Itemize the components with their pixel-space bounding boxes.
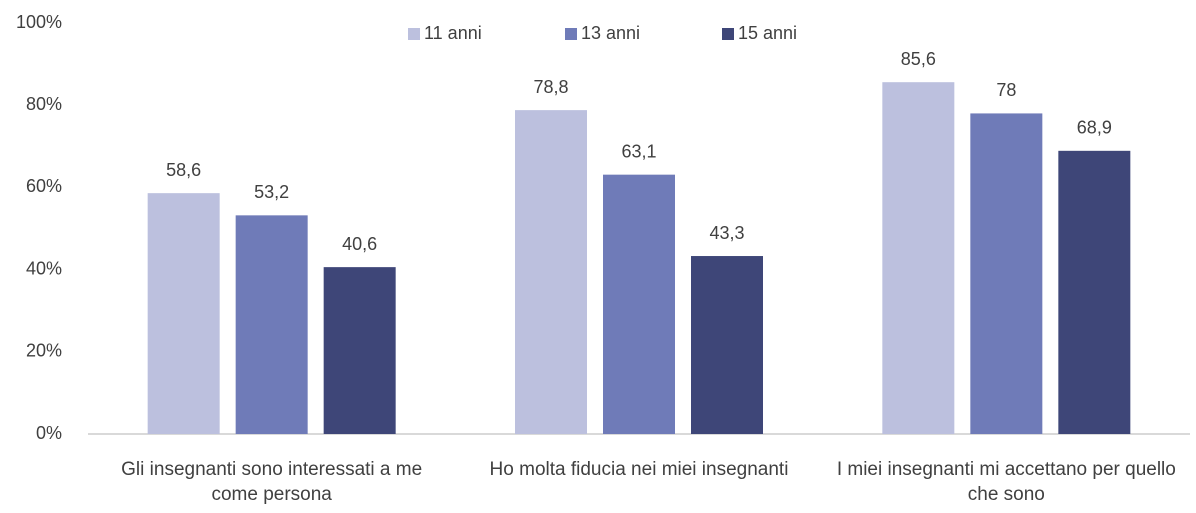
y-tick-label: 60% — [26, 176, 62, 196]
y-tick-label: 40% — [26, 258, 62, 278]
data-label: 53,2 — [254, 182, 289, 202]
legend-swatch — [565, 28, 577, 40]
data-label: 63,1 — [621, 141, 656, 161]
data-label: 43,3 — [709, 223, 744, 243]
bar — [515, 110, 587, 434]
y-tick-label: 0% — [36, 423, 62, 443]
x-tick-label: Ho molta fiducia nei miei insegnanti — [489, 459, 789, 480]
bar — [691, 256, 763, 434]
bar — [147, 193, 220, 434]
data-label: 40,6 — [342, 234, 377, 254]
legend-label: 11 anni — [424, 23, 482, 43]
data-label: 85,6 — [901, 49, 936, 69]
legend-label: 13 anni — [581, 23, 640, 43]
bar — [603, 174, 675, 434]
data-label: 68,9 — [1077, 118, 1112, 138]
y-tick-label: 100% — [16, 12, 62, 32]
y-tick-label: 20% — [26, 341, 62, 361]
data-label: 58,6 — [166, 160, 201, 180]
bar — [882, 82, 955, 435]
y-tick-label: 80% — [26, 94, 62, 114]
legend-swatch — [722, 28, 734, 40]
bar — [235, 215, 308, 434]
bar — [1058, 150, 1131, 435]
bar — [970, 113, 1043, 435]
data-label: 78 — [996, 80, 1016, 100]
x-tick-label: Gli insegnanti sono interessati a me com… — [121, 459, 423, 505]
bar — [323, 267, 396, 434]
legend-label: 15 anni — [738, 23, 797, 43]
legend-swatch — [408, 28, 420, 40]
data-label: 78,8 — [533, 77, 568, 97]
x-tick-label: I miei insegnanti mi accettano per quell… — [836, 459, 1176, 505]
